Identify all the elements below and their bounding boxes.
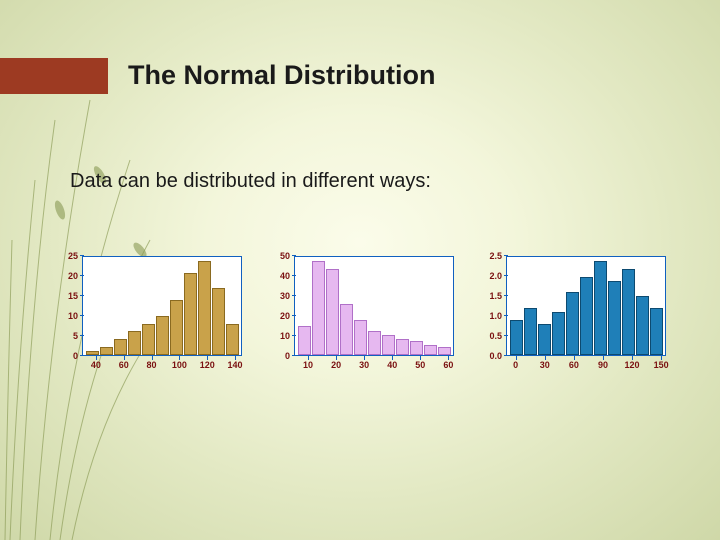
bar — [566, 292, 579, 355]
y-tick-label: 0.0 — [489, 351, 502, 361]
y-tick-label: 2.5 — [489, 251, 502, 261]
bar — [650, 308, 663, 355]
y-tick-label: 25 — [68, 251, 78, 261]
histogram-left: 0 5 10 15 20 25 40 60 80 100 120 140 — [54, 252, 246, 374]
y-tick-label: 15 — [68, 291, 78, 301]
y-tick-label: 50 — [280, 251, 290, 261]
x-tick-label: 40 — [91, 360, 101, 370]
x-tick-label: 140 — [228, 360, 243, 370]
y-tick-label: 20 — [68, 271, 78, 281]
bar — [156, 316, 169, 355]
bar — [326, 269, 339, 355]
bar — [438, 347, 451, 355]
bar — [424, 345, 437, 355]
bar — [524, 308, 537, 355]
bar — [226, 324, 239, 355]
y-tick-label: 1.5 — [489, 291, 502, 301]
bar — [86, 351, 99, 355]
bar — [552, 312, 565, 355]
x-tick-label: 0 — [513, 360, 518, 370]
x-tick-label: 20 — [331, 360, 341, 370]
bar — [312, 261, 325, 355]
x-tick-label: 60 — [569, 360, 579, 370]
x-tick-label: 150 — [654, 360, 669, 370]
bar — [198, 261, 211, 355]
bar — [354, 320, 367, 355]
bar — [298, 326, 311, 355]
x-tick-label: 120 — [200, 360, 215, 370]
accent-bar — [0, 58, 108, 94]
x-tick-label: 60 — [119, 360, 129, 370]
x-tick-label: 100 — [172, 360, 187, 370]
bar — [184, 273, 197, 355]
bar — [608, 281, 621, 355]
x-tick-label: 50 — [415, 360, 425, 370]
y-tick-label: 1.0 — [489, 311, 502, 321]
charts-row: 0 5 10 15 20 25 40 60 80 100 120 140 0 10 20 30 40 50 10 2… — [54, 252, 670, 374]
histogram-right: 0.0 0.5 1.0 1.5 2.0 2.5 0 30 60 90 120 150 — [478, 252, 670, 374]
x-tick-label: 10 — [303, 360, 313, 370]
y-tick-label: 40 — [280, 271, 290, 281]
bar — [170, 300, 183, 355]
bar — [580, 277, 593, 355]
bar — [636, 296, 649, 355]
x-tick-label: 30 — [359, 360, 369, 370]
bar — [382, 335, 395, 355]
bar — [538, 324, 551, 355]
x-tick-label: 60 — [443, 360, 453, 370]
y-tick-label: 0 — [285, 351, 290, 361]
bar — [368, 331, 381, 355]
y-tick-label: 30 — [280, 291, 290, 301]
y-tick-label: 20 — [280, 311, 290, 321]
x-tick-label: 90 — [598, 360, 608, 370]
bar — [100, 347, 113, 355]
y-tick-label: 10 — [68, 311, 78, 321]
x-tick-label: 120 — [625, 360, 640, 370]
x-tick-label: 80 — [147, 360, 157, 370]
y-tick-label: 5 — [73, 331, 78, 341]
bar — [510, 320, 523, 355]
bar — [410, 341, 423, 355]
bar — [396, 339, 409, 355]
histogram-middle: 0 10 20 30 40 50 10 20 30 40 50 60 — [266, 252, 458, 374]
bar — [622, 269, 635, 355]
y-tick-label: 0 — [73, 351, 78, 361]
bar — [594, 261, 607, 355]
slide-title: The Normal Distribution — [128, 60, 436, 91]
slide-subtitle: Data can be distributed in different way… — [70, 170, 431, 193]
bar — [142, 324, 155, 355]
x-tick-label: 30 — [540, 360, 550, 370]
y-tick-label: 10 — [280, 331, 290, 341]
bar — [114, 339, 127, 355]
y-tick-label: 0.5 — [489, 331, 502, 341]
x-tick-label: 40 — [387, 360, 397, 370]
bar — [340, 304, 353, 355]
bar — [212, 288, 225, 355]
y-tick-label: 2.0 — [489, 271, 502, 281]
bar — [128, 331, 141, 355]
